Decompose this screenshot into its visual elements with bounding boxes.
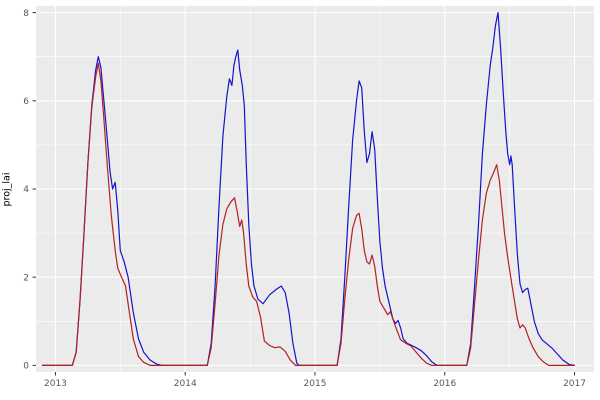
- x-tick-label: 2015: [304, 379, 327, 389]
- y-tick-label: 8: [23, 9, 29, 19]
- y-tick-label: 2: [23, 273, 29, 283]
- y-tick-label: 0: [23, 362, 29, 372]
- x-tick-label: 2016: [433, 379, 456, 389]
- projected-lai-red-line: [41, 62, 576, 366]
- y-tick-label: 4: [23, 185, 29, 195]
- y-axis-title-text: proj_lai: [1, 171, 13, 207]
- projected-lai-blue-line: [41, 12, 576, 366]
- y-tick-label: 6: [23, 97, 29, 107]
- x-tick-label: 2017: [563, 379, 586, 389]
- x-tick-label: 2014: [174, 379, 197, 389]
- y-axis-title: proj_lai: [0, 6, 14, 372]
- x-tick-label: 2013: [44, 379, 67, 389]
